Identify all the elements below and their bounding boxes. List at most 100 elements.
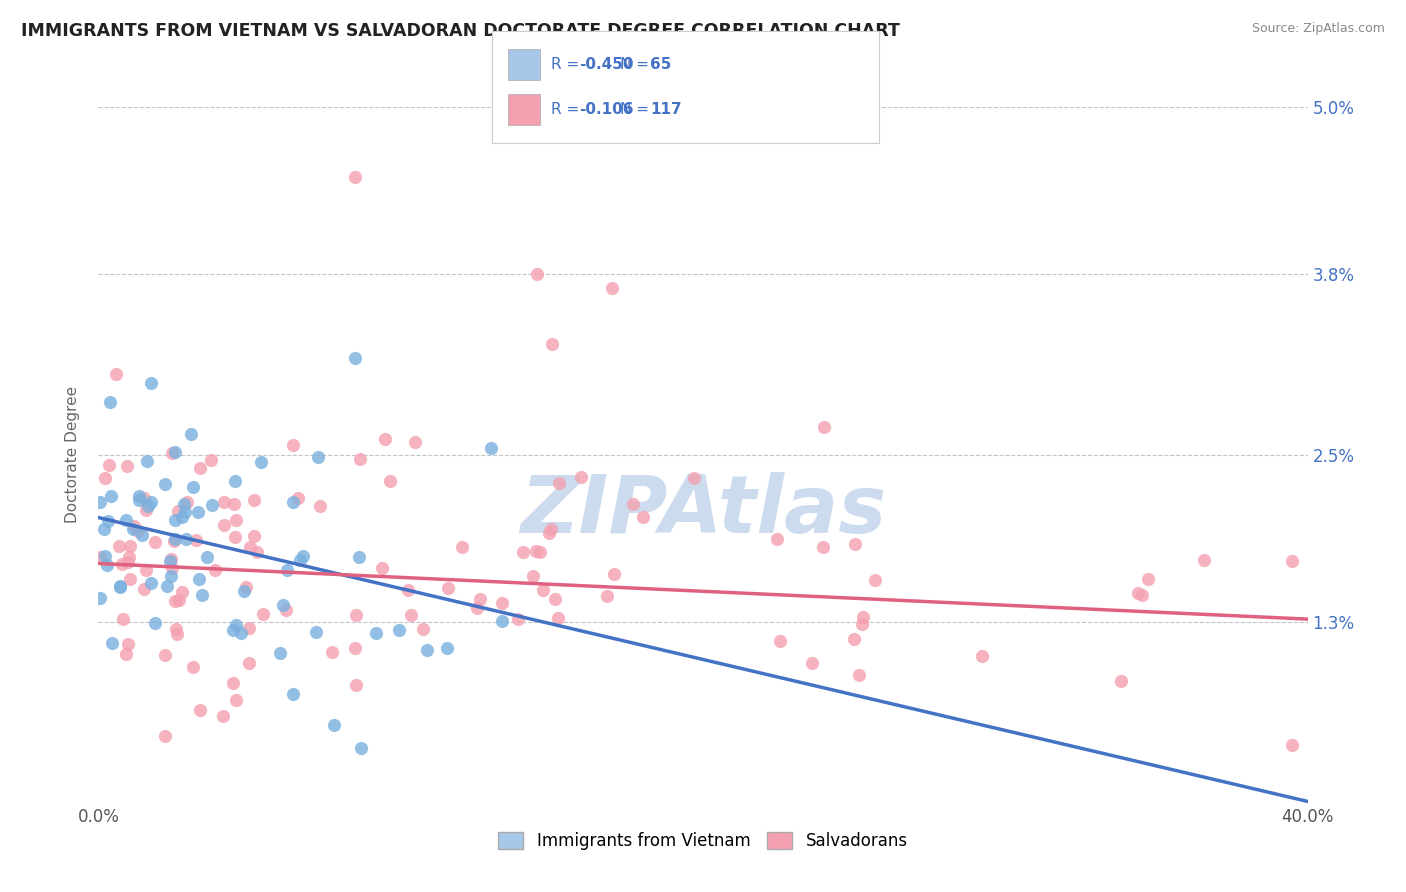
Point [105,367,128,381]
Point [200,452,222,467]
Point [108,580,131,594]
Point [225,513,247,527]
Point [436,641,458,656]
Point [470,592,492,607]
Point [117,555,139,569]
Point [167,504,190,518]
Point [602,281,624,295]
Point [139,494,162,508]
Point [970,648,993,663]
Point [349,549,371,564]
Point [412,622,434,636]
Point [529,544,551,558]
Point [155,729,177,743]
Point [121,522,143,536]
Point [865,573,887,587]
Point [273,599,295,613]
Point [89,495,111,509]
Point [169,592,191,607]
Point [366,626,388,640]
Point [246,545,269,559]
Point [305,625,328,640]
Point [89,591,111,605]
Point [204,562,226,576]
Point [160,560,183,574]
Point [136,454,159,468]
Point [212,518,235,533]
Point [344,169,367,184]
Point [238,621,260,635]
Point [191,588,214,602]
Point [540,522,562,536]
Text: -0.106: -0.106 [579,102,634,117]
Point [135,503,157,517]
Point [344,608,367,623]
Point [1281,554,1303,568]
Point [344,351,367,365]
Point [239,541,262,555]
Point [491,596,513,610]
Point [436,581,458,595]
Point [225,692,247,706]
Point [174,505,197,519]
Point [451,541,474,555]
Point [800,657,823,671]
Point [156,578,179,592]
Point [118,572,141,586]
Point [242,529,264,543]
Point [163,445,186,459]
Point [188,703,211,717]
Point [842,632,865,646]
Point [195,549,218,564]
Point [544,592,567,607]
Point [378,474,401,488]
Point [350,740,373,755]
Point [547,611,569,625]
Point [602,567,624,582]
Point [233,584,256,599]
Point [344,678,367,692]
Point [108,578,131,592]
Point [170,585,193,599]
Point [243,493,266,508]
Point [309,500,332,514]
Legend: Immigrants from Vietnam, Salvadorans: Immigrants from Vietnam, Salvadorans [492,826,914,857]
Point [176,495,198,509]
Point [212,708,235,723]
Point [371,560,394,574]
Point [276,603,298,617]
Point [117,637,139,651]
Text: Source: ZipAtlas.com: Source: ZipAtlas.com [1251,22,1385,36]
Point [287,491,309,505]
Point [374,432,396,446]
Point [229,626,252,640]
Point [623,497,645,511]
Text: -0.450: -0.450 [579,57,634,72]
Point [94,470,117,484]
Point [143,616,166,631]
Point [96,558,118,572]
Point [1281,738,1303,752]
Point [107,539,129,553]
Point [235,580,257,594]
Point [89,549,111,564]
Point [224,497,246,511]
Point [283,438,305,452]
Point [118,539,141,553]
Point [122,518,145,533]
Point [212,495,235,509]
Point [531,582,554,597]
Point [813,420,835,434]
Point [159,554,181,568]
Text: R =: R = [551,102,585,117]
Point [100,489,122,503]
Point [138,500,160,514]
Point [1126,585,1149,599]
Point [131,528,153,542]
Point [160,552,183,566]
Point [323,718,346,732]
Point [162,534,184,549]
Point [769,634,792,648]
Point [321,645,343,659]
Point [252,607,274,621]
